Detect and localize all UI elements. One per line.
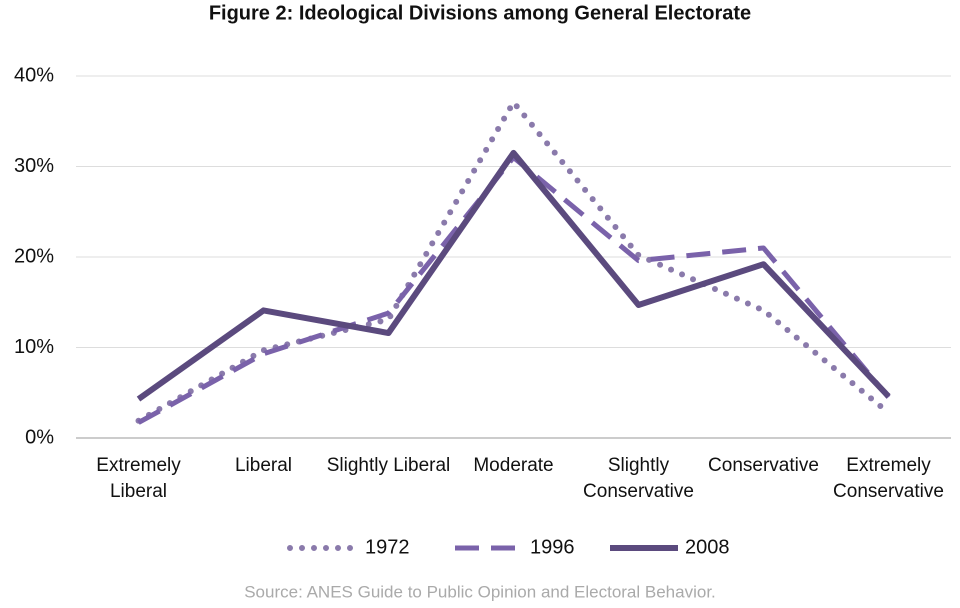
x-tick-label: Liberal [234,455,293,476]
series-line [137,154,891,425]
chart-title: Figure 2: Ideological Divisions among Ge… [209,2,751,24]
x-tick-label: Slightly Conservative [583,455,694,502]
legend-label: 2008 [685,536,730,558]
y-tick-label: 30% [14,155,54,177]
x-tick-label: Conservative [708,455,819,476]
x-tick-label: Slightly Liberal [326,455,451,476]
legend-label: 1996 [530,536,575,558]
x-tick-label: Extremely Conservative [833,455,944,502]
series-line [135,99,892,424]
y-tick-label: 40% [14,64,54,86]
source-note: Source: ANES Guide to Public Opinion and… [244,582,716,601]
x-tick-label: Extremely Liberal [96,455,181,502]
series-line [136,149,891,402]
y-tick-label: 20% [14,245,54,267]
x-tick-label: Moderate [473,455,554,476]
y-tick-label: 10% [14,336,54,358]
y-tick-label: 0% [25,426,54,448]
legend-label: 1972 [365,536,410,558]
